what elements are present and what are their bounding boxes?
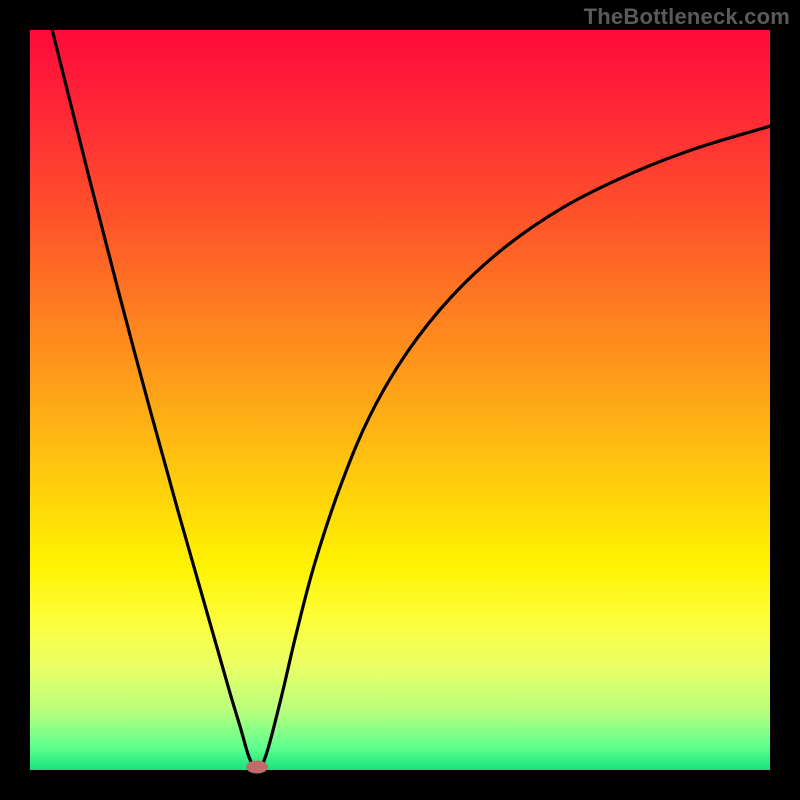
optimal-point-marker (246, 761, 268, 774)
curve-left-branch (52, 30, 254, 769)
chart-frame: TheBottleneck.com (0, 0, 800, 800)
plot-area (30, 30, 770, 770)
curve-right-branch (261, 126, 770, 768)
bottleneck-curve (30, 30, 770, 770)
watermark-text: TheBottleneck.com (584, 4, 790, 30)
